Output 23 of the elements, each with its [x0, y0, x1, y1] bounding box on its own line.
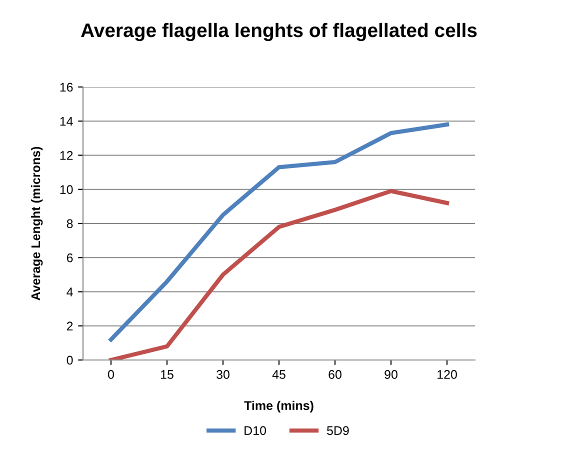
line-series — [108, 122, 450, 342]
legend-label: D10 — [244, 426, 266, 436]
y-tick-label: 2 — [66, 322, 73, 330]
y-tick-label: 16 — [60, 82, 73, 92]
chart-title: Average flagella lenghts of flagellated cells — [81, 22, 477, 42]
y-axis-title: Average Lenght (microns) — [31, 146, 43, 300]
x-tick-label: 15 — [161, 370, 174, 379]
y-tick-label: 12 — [60, 151, 73, 160]
x-tick-label: 90 — [384, 370, 398, 379]
y-tick-label: 14 — [60, 117, 73, 126]
x-axis-title: Time (mins) — [244, 400, 314, 412]
x-tick-label: 0 — [108, 370, 114, 379]
y-tick-label: 8 — [66, 219, 73, 228]
x-tick-label: 120 — [438, 370, 457, 379]
y-tick-label: 6 — [66, 253, 73, 262]
y-tick-label: 4 — [66, 288, 73, 296]
x-tick-label: 30 — [216, 370, 230, 379]
legend-label: 5D9 — [327, 426, 349, 436]
y-tick-label: 0 — [66, 356, 73, 365]
line-series — [108, 188, 450, 360]
x-tick-label: 45 — [272, 370, 286, 379]
y-tick-label: 10 — [60, 185, 73, 194]
x-tick-label: 60 — [328, 370, 342, 379]
